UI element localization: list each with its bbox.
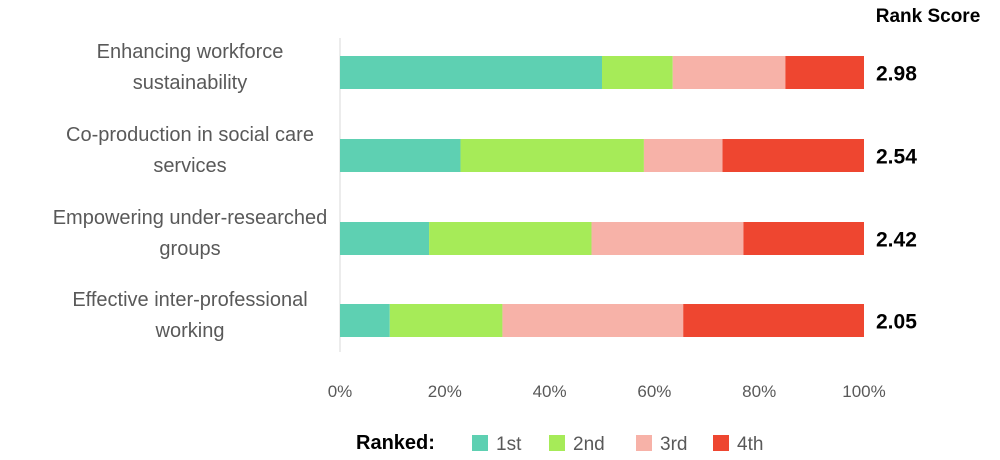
x-tick-label: 60%	[637, 382, 671, 401]
x-tick-label: 0%	[328, 382, 353, 401]
category-label: Effective inter-professional	[72, 289, 307, 311]
bar-segment-3rd	[502, 304, 684, 337]
bar-segment-4th	[683, 304, 864, 337]
bar-segment-1st	[340, 139, 461, 172]
bar-segment-3rd	[591, 222, 744, 255]
legend-swatch-4th	[713, 435, 729, 451]
legend-label-4th: 4th	[737, 434, 763, 455]
x-tick-label: 100%	[842, 382, 885, 401]
bar-segment-3rd	[643, 139, 723, 172]
x-tick-label: 80%	[742, 382, 776, 401]
category-label: sustainability	[133, 72, 248, 94]
bar-segment-2nd	[429, 222, 592, 255]
category-label: Empowering under-researched	[53, 207, 328, 229]
legend-label-3rd: 3rd	[660, 434, 687, 455]
legend-swatch-1st	[472, 435, 488, 451]
rank-score-value: 2.05	[876, 311, 917, 334]
category-label: Enhancing workforce	[97, 41, 284, 63]
bar-segment-4th	[743, 222, 864, 255]
legend-swatch-3rd	[636, 435, 652, 451]
bar-segment-4th	[722, 139, 864, 172]
legend-swatch-2nd	[549, 435, 565, 451]
category-label: Co-production in social care	[66, 124, 314, 146]
bar-segment-2nd	[389, 304, 503, 337]
bar-segment-1st	[340, 56, 602, 89]
category-label: groups	[159, 238, 220, 260]
rank-score-value: 2.98	[876, 63, 917, 86]
category-label: services	[153, 155, 226, 177]
bar-segment-4th	[785, 56, 864, 89]
bar-segment-2nd	[460, 139, 644, 172]
rank-score-value: 2.54	[876, 146, 917, 169]
rank-score-value: 2.42	[876, 229, 917, 252]
x-tick-label: 20%	[428, 382, 462, 401]
legend-title: Ranked:	[356, 432, 435, 454]
category-label: working	[155, 320, 225, 342]
bar-segment-3rd	[672, 56, 786, 89]
legend-label-2nd: 2nd	[573, 434, 605, 455]
bar-segment-1st	[340, 304, 390, 337]
legend-label-1st: 1st	[496, 434, 522, 455]
bar-segment-2nd	[602, 56, 673, 89]
rank-score-header: Rank Score	[876, 6, 981, 27]
bar-segment-1st	[340, 222, 430, 255]
x-tick-label: 40%	[533, 382, 567, 401]
